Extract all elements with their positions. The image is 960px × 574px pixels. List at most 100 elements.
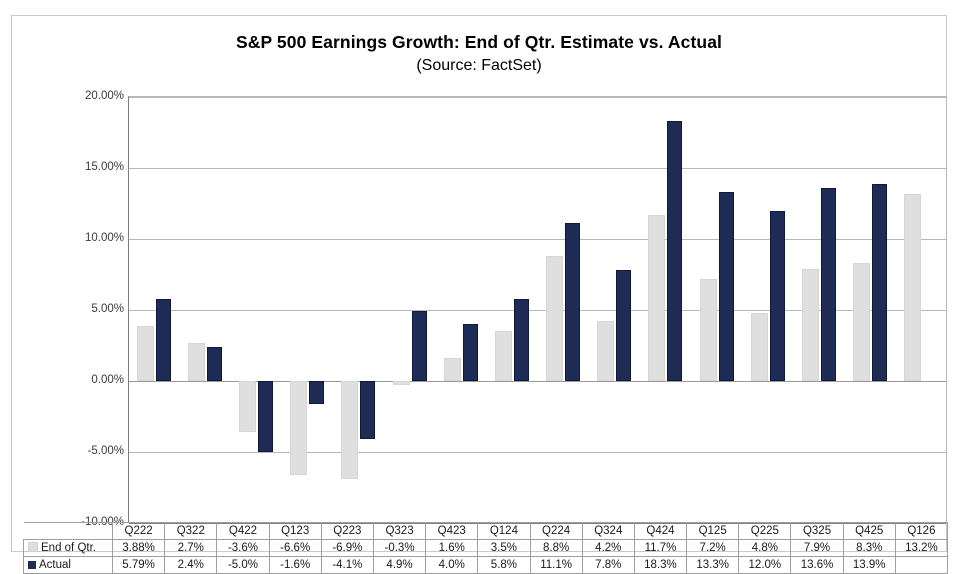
table-cell: 13.2% bbox=[894, 539, 949, 557]
bar-q322-actual bbox=[206, 346, 222, 381]
legend-label: Actual bbox=[39, 559, 71, 571]
bar-q222-estimate bbox=[136, 325, 154, 381]
bar-q325-estimate bbox=[802, 268, 820, 381]
bar-q423-actual bbox=[462, 324, 478, 381]
bar-group-q223 bbox=[334, 97, 385, 522]
table-corner-cell bbox=[23, 522, 113, 540]
legend-swatch-icon bbox=[28, 561, 36, 569]
bar-group-q422 bbox=[231, 97, 282, 522]
table-col-header-q322: Q322 bbox=[164, 522, 218, 540]
y-axis-label: 10.00% bbox=[84, 232, 124, 244]
table-col-header-q423: Q423 bbox=[425, 522, 479, 540]
table-cell: -5.0% bbox=[216, 556, 270, 574]
table-cell: 4.0% bbox=[425, 556, 479, 574]
bar-q126-estimate bbox=[904, 193, 922, 381]
table-col-header-q225: Q225 bbox=[738, 522, 792, 540]
bar-q324-estimate bbox=[597, 321, 615, 381]
title-block: S&P 500 Earnings Growth: End of Qtr. Est… bbox=[12, 32, 946, 77]
legend-actual: Actual bbox=[23, 556, 113, 574]
table-cell: -0.3% bbox=[372, 539, 427, 557]
bar-q225-actual bbox=[769, 210, 785, 381]
legend-swatch-icon bbox=[28, 542, 38, 552]
gridline-10.00% bbox=[129, 239, 946, 240]
table-col-header-q323: Q323 bbox=[372, 522, 427, 540]
bar-group-q123 bbox=[283, 97, 334, 522]
table-cell: 2.7% bbox=[164, 539, 218, 557]
bar-group-q323 bbox=[385, 97, 436, 522]
table-cell: 13.3% bbox=[686, 556, 740, 574]
bar-q123-actual bbox=[309, 381, 325, 404]
table-col-header-q222: Q222 bbox=[111, 522, 166, 540]
table-cell bbox=[894, 556, 949, 574]
table-cell: 3.5% bbox=[477, 539, 531, 557]
table-cell: 4.8% bbox=[738, 539, 792, 557]
table-cell: 5.8% bbox=[477, 556, 531, 574]
table-cell: 2.4% bbox=[164, 556, 218, 574]
table-cell: 4.2% bbox=[581, 539, 635, 557]
bar-q325-actual bbox=[821, 187, 837, 381]
bar-group-q325 bbox=[794, 97, 845, 522]
bar-q425-actual bbox=[872, 183, 888, 381]
bar-group-q124 bbox=[487, 97, 538, 522]
bar-group-q423 bbox=[436, 97, 487, 522]
table-cell: -4.1% bbox=[320, 556, 374, 574]
gridline-15.00% bbox=[129, 168, 946, 169]
bar-group-q425 bbox=[846, 97, 897, 522]
table-row: End of Qtr. 3.88% 2.7% -3.6% -6.6% -6.9% -0.3%… bbox=[23, 539, 949, 557]
table-cell: 13.9% bbox=[842, 556, 896, 574]
bar-q422-estimate bbox=[238, 381, 256, 433]
table-cell: 11.7% bbox=[633, 539, 688, 557]
table-col-header-q125: Q125 bbox=[686, 522, 740, 540]
chart-title: S&P 500 Earnings Growth: End of Qtr. Est… bbox=[236, 32, 722, 52]
legend-estimate: End of Qtr. bbox=[23, 539, 113, 557]
table-cell: -6.9% bbox=[320, 539, 374, 557]
chart-subtitle: (Source: FactSet) bbox=[416, 56, 542, 74]
table-cell: 7.2% bbox=[686, 539, 740, 557]
table-cell: -3.6% bbox=[216, 539, 270, 557]
bar-q425-estimate bbox=[853, 263, 871, 381]
bar-group-q225 bbox=[743, 97, 794, 522]
plot-area bbox=[128, 96, 948, 524]
table-col-header-q325: Q325 bbox=[790, 522, 844, 540]
bar-q323-estimate bbox=[392, 381, 410, 386]
bar-q225-estimate bbox=[750, 312, 768, 381]
table-col-header-q124: Q124 bbox=[477, 522, 531, 540]
table-col-header-q422: Q422 bbox=[216, 522, 270, 540]
bar-group-q126 bbox=[897, 97, 948, 522]
table-col-header-q123: Q123 bbox=[268, 522, 322, 540]
table-cell: 11.1% bbox=[529, 556, 583, 574]
table-row: Actual 5.79% 2.4% -5.0% -1.6% -4.1% 4.9% 4.0% 5.… bbox=[23, 556, 949, 574]
table-cell: 8.8% bbox=[529, 539, 583, 557]
table-col-header-q424: Q424 bbox=[633, 522, 688, 540]
bar-group-q324 bbox=[590, 97, 641, 522]
table-cell: 4.9% bbox=[372, 556, 427, 574]
table-cell: 8.3% bbox=[842, 539, 896, 557]
y-axis-label: 0.00% bbox=[91, 374, 124, 386]
y-axis-label: 5.00% bbox=[91, 303, 124, 315]
chart-container: S&P 500 Earnings Growth: End of Qtr. Est… bbox=[11, 15, 949, 574]
bar-group-q125 bbox=[692, 97, 743, 522]
table-col-header-q126: Q126 bbox=[894, 522, 949, 540]
bar-q424-estimate bbox=[648, 214, 666, 381]
table-cell: 13.6% bbox=[790, 556, 844, 574]
gridline-5.00% bbox=[129, 310, 946, 311]
data-table: Q222 Q322 Q422 Q123 Q223 Q323 Q423 Q124 Q224 Q324… bbox=[23, 522, 949, 574]
bar-q224-estimate bbox=[546, 256, 564, 381]
bar-q223-actual bbox=[360, 381, 376, 440]
bar-group-q224 bbox=[539, 97, 590, 522]
y-axis-label: 15.00% bbox=[84, 161, 124, 173]
bar-q223-estimate bbox=[341, 381, 359, 479]
bar-q322-estimate bbox=[187, 342, 205, 381]
bar-q222-actual bbox=[155, 298, 171, 381]
table-cell: 7.9% bbox=[790, 539, 844, 557]
bar-q124-estimate bbox=[494, 331, 512, 381]
table-col-header-q425: Q425 bbox=[842, 522, 896, 540]
y-axis: 20.00% 15.00% 10.00% 5.00% 0.00% -5.00% -10.00… bbox=[12, 90, 124, 528]
bar-q424-actual bbox=[667, 121, 683, 381]
gridline-0.00% bbox=[129, 381, 946, 382]
bar-q423-estimate bbox=[443, 358, 461, 381]
table-header-row: Q222 Q322 Q422 Q123 Q223 Q323 Q423 Q124 Q224 Q324… bbox=[23, 522, 949, 540]
bar-q125-actual bbox=[718, 192, 734, 381]
y-axis-label: -5.00% bbox=[87, 445, 124, 457]
bar-group-q424 bbox=[641, 97, 692, 522]
